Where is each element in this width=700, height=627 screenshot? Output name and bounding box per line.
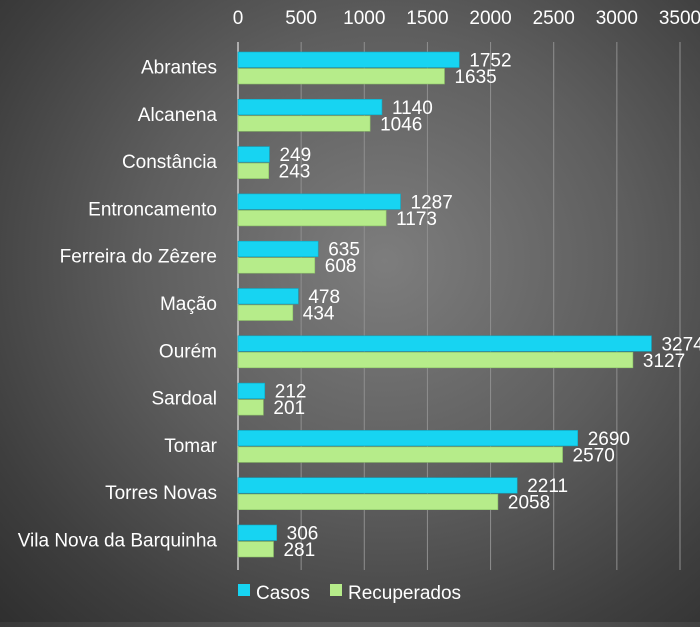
value-label-recuperados: 3127 <box>643 351 685 372</box>
bar-casos <box>237 99 383 116</box>
bar-recuperados <box>237 304 294 321</box>
x-tick-label: 3000 <box>596 8 638 29</box>
x-tick-label: 2000 <box>469 8 511 29</box>
value-label-recuperados: 1635 <box>454 67 496 88</box>
bar-recuperados <box>237 351 634 369</box>
value-label-recuperados: 434 <box>303 304 335 325</box>
category-label: Tomar <box>164 436 217 457</box>
value-label-recuperados: 243 <box>279 162 311 183</box>
bar-casos <box>237 382 266 399</box>
value-label-casos: 478 <box>308 287 340 308</box>
value-label-recuperados: 2058 <box>508 493 550 514</box>
category-label: Entroncamento <box>88 199 217 220</box>
value-label-casos: 1752 <box>469 51 511 72</box>
bar-casos <box>237 477 518 494</box>
legend-label-recuperados: Recuperados <box>348 583 461 604</box>
bar-casos <box>237 335 652 352</box>
value-label-recuperados: 201 <box>273 398 305 419</box>
bar-casos <box>237 146 270 163</box>
bar-recuperados <box>237 541 274 558</box>
category-label: Alcanena <box>138 105 218 126</box>
bar-casos <box>237 524 277 541</box>
value-label-casos: 1140 <box>392 98 433 119</box>
category-label: Ourém <box>159 341 217 362</box>
value-label-recuperados: 1173 <box>396 209 437 230</box>
value-label-recuperados: 281 <box>283 540 315 561</box>
category-label: Mação <box>160 294 217 315</box>
bar-recuperados <box>237 210 387 227</box>
bar-recuperados <box>237 162 269 179</box>
category-label: Ferreira do Zêzere <box>60 247 217 268</box>
bar-casos <box>237 430 579 447</box>
x-tick-label: 500 <box>285 8 317 29</box>
category-label: Sardoal <box>152 389 218 410</box>
value-label-casos: 2690 <box>588 429 630 450</box>
value-label-casos: 2211 <box>527 476 568 497</box>
x-tick-label: 2500 <box>533 8 575 29</box>
value-label-casos: 1287 <box>411 192 453 213</box>
bar-recuperados <box>237 115 371 132</box>
legend-label-casos: Casos <box>256 583 310 604</box>
bar-recuperados <box>237 257 316 274</box>
category-label: Torres Novas <box>105 483 217 504</box>
bar-recuperados <box>237 68 445 85</box>
bar-recuperados <box>237 446 563 463</box>
value-label-casos: 635 <box>328 240 360 261</box>
bar-casos <box>237 288 299 305</box>
legend-swatch-recuperados <box>330 584 342 596</box>
bar-recuperados <box>237 399 264 416</box>
category-label: Vila Nova da Barquinha <box>18 531 218 552</box>
category-label: Abrantes <box>141 58 217 79</box>
bar-recuperados <box>237 493 499 511</box>
value-label-casos: 306 <box>287 524 319 545</box>
x-tick-label: 3500 <box>659 8 700 29</box>
value-label-casos: 249 <box>279 145 311 166</box>
category-label: Constância <box>122 152 217 173</box>
x-tick-label: 0 <box>233 8 244 29</box>
x-tick-label: 1000 <box>343 8 385 29</box>
value-label-casos: 212 <box>275 382 307 403</box>
value-label-casos: 3274 <box>661 334 700 355</box>
value-label-recuperados: 1046 <box>380 114 422 135</box>
legend-swatch-casos <box>238 584 250 596</box>
bar-casos <box>237 51 460 68</box>
bar-casos <box>237 240 319 257</box>
value-label-recuperados: 608 <box>325 256 357 277</box>
x-tick-label: 1500 <box>406 8 448 29</box>
value-label-recuperados: 2570 <box>573 445 615 466</box>
bar-casos <box>237 193 401 210</box>
